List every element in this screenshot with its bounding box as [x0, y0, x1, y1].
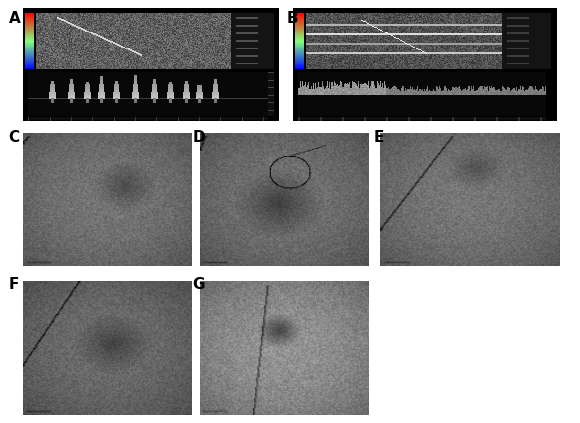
- Text: D: D: [193, 130, 205, 145]
- Text: C: C: [9, 130, 20, 145]
- Text: E: E: [374, 130, 385, 145]
- Text: F: F: [9, 277, 19, 292]
- Text: B: B: [287, 11, 299, 25]
- Text: G: G: [193, 277, 205, 292]
- Text: A: A: [9, 11, 20, 25]
